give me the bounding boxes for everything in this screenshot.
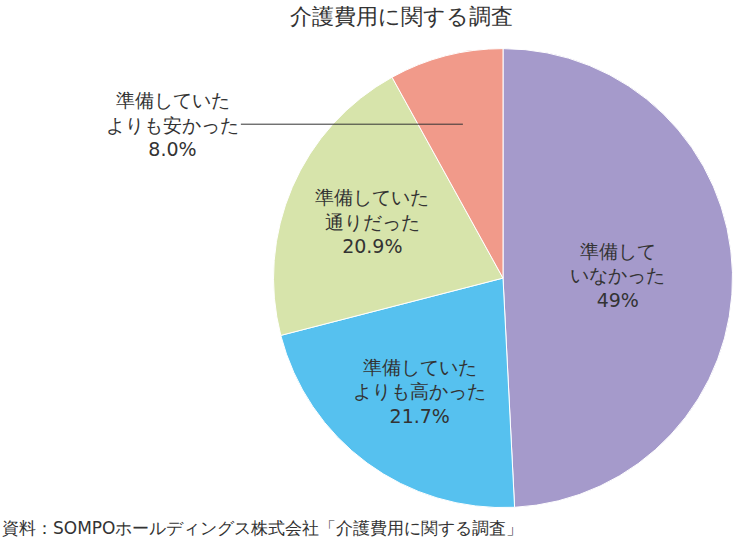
svg-text:介護費用に関する調査: 介護費用に関する調査 (290, 4, 513, 29)
svg-text:準備していなかった49%: 準備していなかった49% (570, 240, 665, 311)
svg-text:資料：SOMPOホールディングス株式会社「介護費用に関する調: 資料：SOMPOホールディングス株式会社「介護費用に関する調査」 (2, 518, 523, 538)
svg-text:準備していたよりも高かった21.7%: 準備していたよりも高かった21.7% (353, 356, 486, 427)
svg-text:準備していた通りだった20.9%: 準備していた通りだった20.9% (315, 186, 429, 257)
svg-text:準備していたよりも安かった8.0%: 準備していたよりも安かった8.0% (106, 89, 239, 160)
